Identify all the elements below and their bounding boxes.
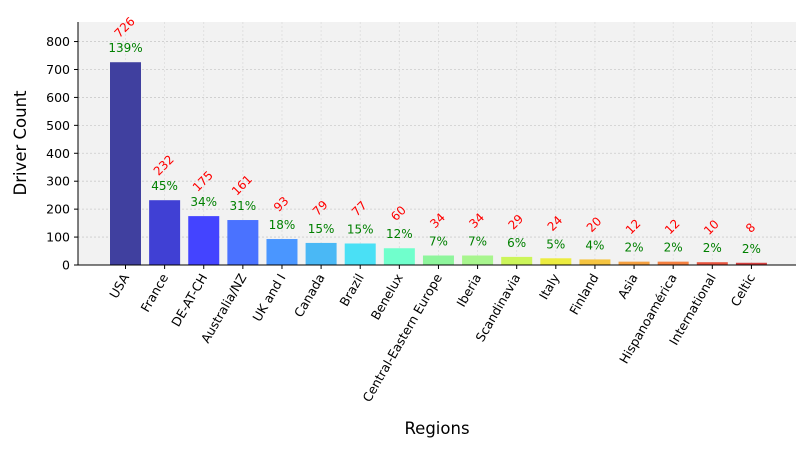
grid-lines: [78, 22, 796, 266]
x-tick-label: Brazil: [336, 271, 366, 309]
percent-label: 5%: [546, 237, 565, 251]
bar: [579, 259, 611, 265]
y-tick-label: 400: [46, 146, 70, 161]
x-tick-label: Central-Eastern Europe: [359, 271, 445, 405]
bar: [735, 262, 767, 265]
bar: [266, 239, 298, 265]
y-axis-ticks: 0 100 200 300 400 500 600 700 800: [46, 34, 78, 273]
percent-label: 4%: [585, 238, 604, 252]
percent-label: 31%: [230, 199, 257, 213]
percent-label: 45%: [151, 179, 178, 193]
percent-label: 7%: [468, 235, 487, 249]
percent-label: 15%: [347, 222, 374, 236]
x-axis-title: Regions: [404, 419, 469, 438]
y-axis-title: Driver Count: [11, 90, 30, 196]
bar: [657, 261, 689, 265]
bar: [501, 256, 533, 265]
percent-label: 139%: [108, 41, 142, 55]
bar: [149, 200, 181, 265]
x-tick-label: Canada: [291, 271, 328, 320]
percent-label: 15%: [308, 222, 335, 236]
x-tick-label: Celtic: [727, 271, 758, 309]
y-tick-label: 0: [62, 258, 70, 273]
x-tick-label: Asia: [615, 271, 641, 301]
bar: [422, 255, 454, 265]
x-tick-label: Finland: [566, 271, 601, 317]
bars: [110, 62, 767, 265]
percent-label: 2%: [703, 241, 722, 255]
y-tick-label: 600: [46, 90, 70, 105]
x-tick-label: DE-AT-CH: [168, 271, 210, 329]
bar: [188, 216, 220, 265]
y-tick-label: 700: [46, 62, 70, 77]
bar: [696, 262, 728, 265]
bar: [305, 242, 337, 265]
y-tick-label: 300: [46, 174, 70, 189]
percent-label: 2%: [742, 242, 761, 256]
percent-label: 7%: [429, 235, 448, 249]
x-tick-label: UK and I: [249, 271, 288, 324]
x-tick-label: USA: [106, 271, 132, 301]
x-tick-label: Italy: [536, 270, 563, 302]
percent-label: 18%: [269, 218, 296, 232]
bar: [110, 62, 141, 265]
x-tick-label: Iberia: [453, 271, 484, 309]
bar: [618, 261, 650, 265]
bar: [540, 258, 572, 265]
y-tick-label: 800: [46, 34, 70, 49]
x-tick-label: Benelux: [368, 271, 406, 322]
percent-label: 2%: [625, 241, 644, 255]
y-tick-label: 100: [46, 230, 70, 245]
x-tick-label: France: [137, 271, 171, 315]
bar: [227, 220, 259, 265]
bar: [383, 248, 415, 265]
bar: [462, 255, 494, 265]
percent-label: 6%: [507, 236, 526, 250]
bar: [344, 243, 376, 265]
percent-label: 34%: [190, 195, 217, 209]
percent-label: 12%: [386, 227, 413, 241]
y-tick-label: 500: [46, 118, 70, 133]
percent-label: 2%: [664, 241, 683, 255]
y-tick-label: 200: [46, 202, 70, 217]
